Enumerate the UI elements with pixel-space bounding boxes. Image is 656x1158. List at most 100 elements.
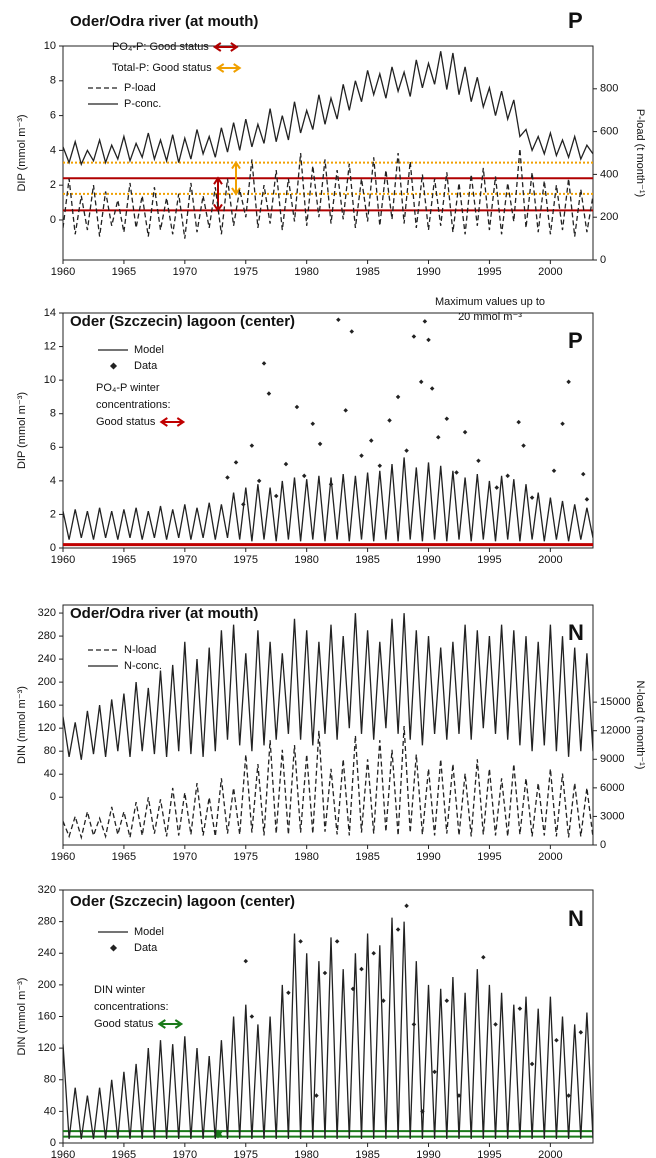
x-tick-label: 1970 xyxy=(173,1149,197,1158)
data-point xyxy=(233,460,239,465)
data-point xyxy=(444,998,450,1003)
data-point xyxy=(381,998,386,1003)
y2-tick-label: 0 xyxy=(600,254,606,266)
y-tick-label: 2 xyxy=(50,508,56,520)
data-point xyxy=(322,970,328,976)
data-point xyxy=(494,485,500,490)
data-point xyxy=(493,1022,498,1027)
y-tick-label: 14 xyxy=(44,307,56,319)
data-point xyxy=(481,954,486,960)
status-label: Total-P: Good status xyxy=(112,62,212,74)
y-tick-label: 12 xyxy=(44,340,56,352)
y-tick-label: 40 xyxy=(44,768,56,780)
x-tick-label: 1995 xyxy=(477,1149,501,1158)
series-line xyxy=(63,51,593,167)
x-tick-label: 1975 xyxy=(234,554,258,566)
data-point xyxy=(377,463,383,469)
legend-label: P-load xyxy=(124,82,156,94)
plot-frame xyxy=(62,604,594,846)
data-point xyxy=(256,478,262,484)
y2-tick-label: 800 xyxy=(600,83,618,95)
data-point xyxy=(371,950,376,956)
y-tick-label: 200 xyxy=(38,676,56,688)
x-tick-label: 1980 xyxy=(294,851,318,863)
data-point xyxy=(411,334,417,339)
y2-axis-label: P-load (t month⁻¹) xyxy=(634,109,646,197)
y-tick-label: 80 xyxy=(44,1074,56,1086)
data-point xyxy=(580,471,586,477)
y-axis-label: DIP (mmol m⁻³) xyxy=(16,392,28,469)
x-tick-label: 1990 xyxy=(416,266,440,278)
legend-label: Model xyxy=(134,344,164,356)
data-point xyxy=(551,468,557,474)
legend-label: Data xyxy=(134,360,158,372)
x-tick-label: 1970 xyxy=(173,266,197,278)
y-tick-label: 2 xyxy=(50,179,56,191)
x-tick-label: 1990 xyxy=(416,1149,440,1158)
status-label: DIN winter xyxy=(94,984,146,996)
x-tick-label: 1960 xyxy=(51,554,75,566)
legend-label: P-conc. xyxy=(124,98,161,110)
y-tick-label: 200 xyxy=(38,979,56,991)
annotation: 20 mmol m⁻³ xyxy=(458,311,522,323)
data-point xyxy=(566,1093,571,1098)
legend-label: Data xyxy=(134,942,158,954)
series-line xyxy=(63,917,593,1140)
data-point xyxy=(521,443,526,448)
data-point xyxy=(578,1030,584,1035)
plot-frame xyxy=(62,312,594,549)
data-point xyxy=(444,416,450,422)
y2-tick-label: 9000 xyxy=(600,753,624,765)
series-line xyxy=(63,457,593,542)
data-point xyxy=(249,1014,255,1019)
y2-tick-label: 6000 xyxy=(600,782,624,794)
y-tick-label: 8 xyxy=(50,75,56,87)
data-point xyxy=(411,1022,417,1027)
y-tick-label: 120 xyxy=(38,722,56,734)
annotation: Maximum values up to xyxy=(435,296,545,308)
data-point xyxy=(395,394,401,400)
data-point xyxy=(350,986,356,992)
y-tick-label: 160 xyxy=(38,1010,56,1022)
data-point xyxy=(529,495,535,500)
y2-tick-label: 12000 xyxy=(600,725,631,737)
plot-frame xyxy=(62,45,594,261)
x-tick-label: 1965 xyxy=(112,266,136,278)
legend-label: Model xyxy=(134,926,164,938)
x-tick-label: 1970 xyxy=(173,851,197,863)
panel: Oder/Odra river (at mouth) P DIP (mmol m⁻³… xyxy=(16,8,646,278)
data-point xyxy=(529,1061,535,1067)
data-point xyxy=(359,966,364,972)
y-tick-label: 280 xyxy=(38,630,56,642)
data-point xyxy=(314,1093,319,1098)
y-tick-label: 10 xyxy=(44,374,56,386)
data-point xyxy=(349,329,355,334)
x-tick-label: 1980 xyxy=(294,266,318,278)
x-tick-label: 1980 xyxy=(294,554,318,566)
data-point xyxy=(505,473,510,479)
y-tick-label: 280 xyxy=(38,916,56,928)
x-tick-label: 2000 xyxy=(538,851,562,863)
y-tick-label: 40 xyxy=(44,1105,56,1117)
y2-tick-label: 200 xyxy=(600,211,618,223)
data-point xyxy=(554,1037,559,1043)
data-point xyxy=(334,939,340,944)
status-label: PO₄-P winter xyxy=(96,382,160,394)
chart-title: Oder (Szczecin) lagoon (center) xyxy=(70,893,295,910)
corner-label: N xyxy=(568,906,584,931)
data-point xyxy=(560,421,565,427)
data-point xyxy=(566,379,571,385)
y-tick-label: 0 xyxy=(50,791,56,803)
data-point xyxy=(516,419,521,425)
data-point xyxy=(454,470,459,475)
x-tick-label: 1995 xyxy=(477,851,501,863)
panel: Oder (Szczecin) lagoon (center) P DIP (mmo… xyxy=(16,296,594,566)
data-point xyxy=(273,493,279,499)
x-tick-label: 2000 xyxy=(538,554,562,566)
data-point xyxy=(422,319,428,324)
x-tick-label: 1985 xyxy=(355,554,379,566)
x-tick-label: 1960 xyxy=(51,266,75,278)
data-point xyxy=(462,429,468,435)
status-label: concentrations: xyxy=(94,1001,169,1013)
data-point xyxy=(436,434,441,440)
